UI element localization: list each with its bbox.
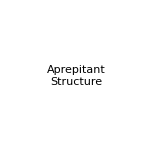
Text: Aprepitant
Structure: Aprepitant Structure — [47, 65, 105, 87]
